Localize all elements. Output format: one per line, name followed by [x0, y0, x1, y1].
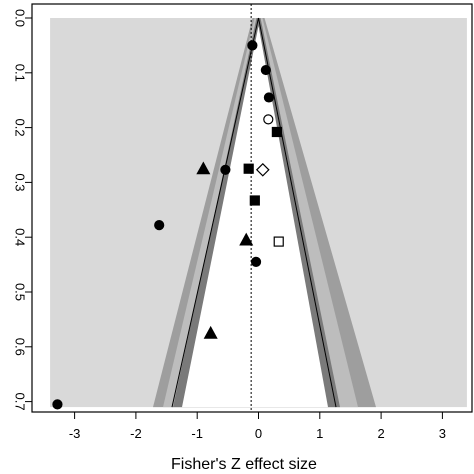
- data-point-circle-7: [220, 164, 231, 175]
- data-point-circle-4: [263, 114, 274, 125]
- data-point-circle-2: [260, 64, 271, 76]
- x-tick-label: -3: [69, 426, 81, 441]
- data-point-circle-1: [247, 40, 258, 51]
- x-tick-label: -1: [191, 426, 203, 441]
- x-tick-label: 0: [255, 426, 262, 441]
- data-points: [52, 40, 284, 410]
- data-point-circle-3: [263, 92, 275, 103]
- x-tick-label: -2: [130, 426, 142, 441]
- y-axis: 0.0 0.1 0.2 0.3 0.4 0.5 0.6 0.7: [13, 9, 32, 411]
- y-tick-label: 0.6: [13, 338, 28, 356]
- x-axis-title: Fisher's Z effect size: [171, 456, 317, 473]
- inner-region: [182, 26, 328, 408]
- y-tick-label: 0.1: [13, 64, 28, 82]
- x-tick-label: 3: [439, 426, 446, 441]
- x-tick-label: 1: [316, 426, 323, 441]
- data-point-circle-11: [154, 220, 165, 231]
- data-point-triangle-6: [196, 161, 211, 175]
- funnel-line-right: [258, 17, 337, 408]
- plot-frame: [31, 3, 473, 413]
- data-point-square-10: [249, 195, 260, 206]
- x-tick-label: 2: [377, 426, 384, 441]
- y-tick-label: 0.3: [13, 173, 28, 191]
- y-tick-label: 0.2: [13, 119, 28, 137]
- y-tick-label: 0.4: [13, 228, 28, 246]
- data-point-triangle-15: [203, 325, 218, 339]
- y-tick-label: 0.7: [13, 393, 28, 411]
- data-point-square-5: [271, 126, 282, 138]
- plot-border: [31, 3, 473, 413]
- y-tick-label: 0.5: [13, 283, 28, 301]
- y-tick-label: 0.0: [13, 9, 28, 27]
- funnel-line-left: [171, 17, 259, 408]
- data-point-square-13: [273, 236, 284, 247]
- data-point-diamond-9: [255, 162, 270, 177]
- data-point-triangle-12: [239, 232, 254, 246]
- x-axis: -3 -2 -1 0 1 2 3: [69, 412, 446, 441]
- data-point-square-8: [243, 163, 254, 174]
- data-point-circle-16: [52, 399, 63, 410]
- data-point-circle-14: [250, 256, 262, 267]
- funnel-regions: [50, 17, 467, 408]
